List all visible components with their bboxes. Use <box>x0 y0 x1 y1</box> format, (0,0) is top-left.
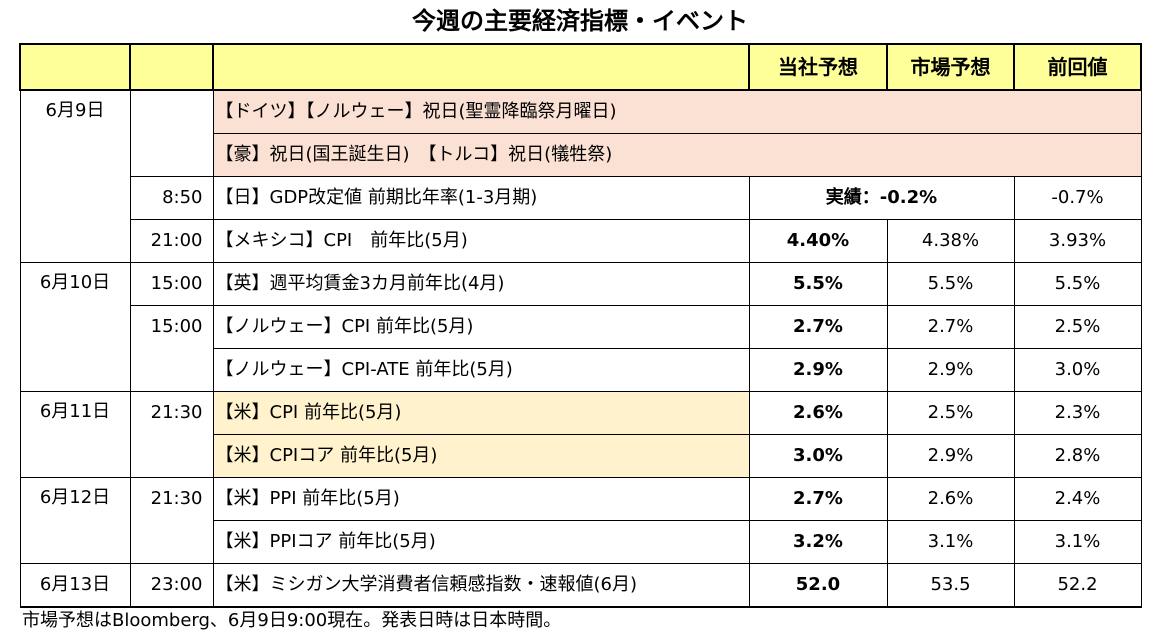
header-previous: 前回値 <box>1013 43 1142 91</box>
forecast-cell: 2.7% <box>748 477 888 521</box>
forecast-cell: 2.6% <box>748 391 888 435</box>
time-cell <box>129 348 214 392</box>
indicator-cell: 【日】GDP改定値 前期比年率(1-3月期) <box>212 176 750 220</box>
market-cell: 2.6% <box>886 477 1015 521</box>
market-cell: 3.1% <box>886 520 1015 564</box>
date-cell: 6月12日 <box>19 477 131 564</box>
time-cell: 15:00 <box>129 262 214 306</box>
previous-cell: 3.0% <box>1013 348 1142 392</box>
previous-cell: 3.1% <box>1013 520 1142 564</box>
table-row: 6月11日 21:30 【米】CPI 前年比(5月) 2.6% 2.5% 2.3… <box>19 391 1142 478</box>
header-time-cell <box>129 43 214 91</box>
indicator-cell: 【米】PPI 前年比(5月) <box>212 477 750 521</box>
date-cell: 6月13日 <box>19 563 131 608</box>
table-row: 6月13日 23:00 【米】ミシガン大学消費者信頼感指数・速報値(6月) 52… <box>19 563 1142 608</box>
market-cell: 2.7% <box>886 305 1015 349</box>
forecast-cell: 2.9% <box>748 348 888 392</box>
table-row: 【米】CPIコア 前年比(5月) 3.0% 2.9% 2.8% <box>20 434 1142 478</box>
market-cell: 2.9% <box>886 348 1015 392</box>
actual-cell: 実績：-0.2% <box>748 176 1015 220</box>
time-cell: 21:30 <box>129 477 214 521</box>
date-cell: 6月9日 <box>19 89 131 263</box>
table-row: 【豪】祝日(国王誕生日) 【トルコ】祝日(犠牲祭) <box>20 133 1142 177</box>
time-cell: 15:00 <box>129 305 214 349</box>
page-title: 今週の主要経済指標・イベント <box>412 7 748 35</box>
indicator-cell: 【米】CPI 前年比(5月) <box>212 391 750 435</box>
market-cell: 2.5% <box>886 391 1015 435</box>
footnote: 市場予想はBloomberg、6月9日9:00現在。発表日時は日本時間。 <box>22 610 562 631</box>
header-market: 市場予想 <box>886 43 1015 91</box>
market-cell: 53.5 <box>886 563 1015 608</box>
time-cell: 8:50 <box>129 176 214 220</box>
previous-cell: 52.2 <box>1013 563 1142 608</box>
holiday-cell: 【豪】祝日(国王誕生日) 【トルコ】祝日(犠牲祭) <box>212 133 1142 177</box>
table-row: 【ノルウェー】CPI-ATE 前年比(5月) 2.9% 2.9% 3.0% <box>20 348 1142 392</box>
table-row: 6月12日 21:30 【米】PPI 前年比(5月) 2.7% 2.6% 2.4… <box>19 477 1142 564</box>
header-forecast: 当社予想 <box>748 43 888 91</box>
forecast-cell: 3.2% <box>748 520 888 564</box>
time-cell <box>129 434 214 478</box>
time-cell <box>129 89 214 134</box>
indicator-cell: 【米】ミシガン大学消費者信頼感指数・速報値(6月) <box>212 563 750 608</box>
table-row: 21:00 【メキシコ】CPI 前年比(5月) 4.40% 4.38% 3.93… <box>20 219 1142 263</box>
indicator-cell: 【英】週平均賃金3カ月前年比(4月) <box>212 262 750 306</box>
indicator-table: 当社予想 市場予想 前回値 6月9日 【ドイツ】【ノルウェー】祝日(聖霊降臨祭月… <box>19 43 1142 608</box>
market-cell: 2.9% <box>886 434 1015 478</box>
time-cell: 21:30 <box>129 391 214 435</box>
indicator-cell: 【米】PPIコア 前年比(5月) <box>212 520 750 564</box>
time-cell <box>129 133 214 177</box>
market-cell: 4.38% <box>886 219 1015 263</box>
time-cell: 21:00 <box>129 219 214 263</box>
header-row: 当社予想 市場予想 前回値 <box>19 43 1142 91</box>
forecast-cell: 3.0% <box>748 434 888 478</box>
indicator-cell: 【ノルウェー】CPI-ATE 前年比(5月) <box>212 348 750 392</box>
previous-cell: 2.5% <box>1013 305 1142 349</box>
time-cell <box>129 520 214 564</box>
previous-cell: 2.4% <box>1013 477 1142 521</box>
table-row: 6月9日 【ドイツ】【ノルウェー】祝日(聖霊降臨祭月曜日) <box>19 89 1142 263</box>
previous-cell: 5.5% <box>1013 262 1142 306</box>
forecast-cell: 5.5% <box>748 262 888 306</box>
table-row: 6月10日 15:00 【英】週平均賃金3カ月前年比(4月) 5.5% 5.5%… <box>19 262 1142 392</box>
time-cell: 23:00 <box>129 563 214 608</box>
previous-cell: 2.8% <box>1013 434 1142 478</box>
forecast-cell: 52.0 <box>748 563 888 608</box>
table-row: 15:00 【ノルウェー】CPI 前年比(5月) 2.7% 2.7% 2.5% <box>20 305 1142 349</box>
previous-cell: 2.3% <box>1013 391 1142 435</box>
market-cell: 5.5% <box>886 262 1015 306</box>
forecast-cell: 4.40% <box>748 219 888 263</box>
table-row: 【米】PPIコア 前年比(5月) 3.2% 3.1% 3.1% <box>20 520 1142 564</box>
holiday-cell: 【ドイツ】【ノルウェー】祝日(聖霊降臨祭月曜日) <box>212 89 1142 134</box>
indicator-cell: 【米】CPIコア 前年比(5月) <box>212 434 750 478</box>
date-cell: 6月11日 <box>19 391 131 478</box>
date-cell: 6月10日 <box>19 262 131 392</box>
previous-cell: -0.7% <box>1013 176 1142 220</box>
indicator-cell: 【メキシコ】CPI 前年比(5月) <box>212 219 750 263</box>
forecast-cell: 2.7% <box>748 305 888 349</box>
indicator-cell: 【ノルウェー】CPI 前年比(5月) <box>212 305 750 349</box>
table-row: 8:50 【日】GDP改定値 前期比年率(1-3月期) 実績：-0.2% -0.… <box>20 176 1142 220</box>
previous-cell: 3.93% <box>1013 219 1142 263</box>
header-date-cell <box>19 43 131 91</box>
header-indicator-cell <box>212 43 750 91</box>
